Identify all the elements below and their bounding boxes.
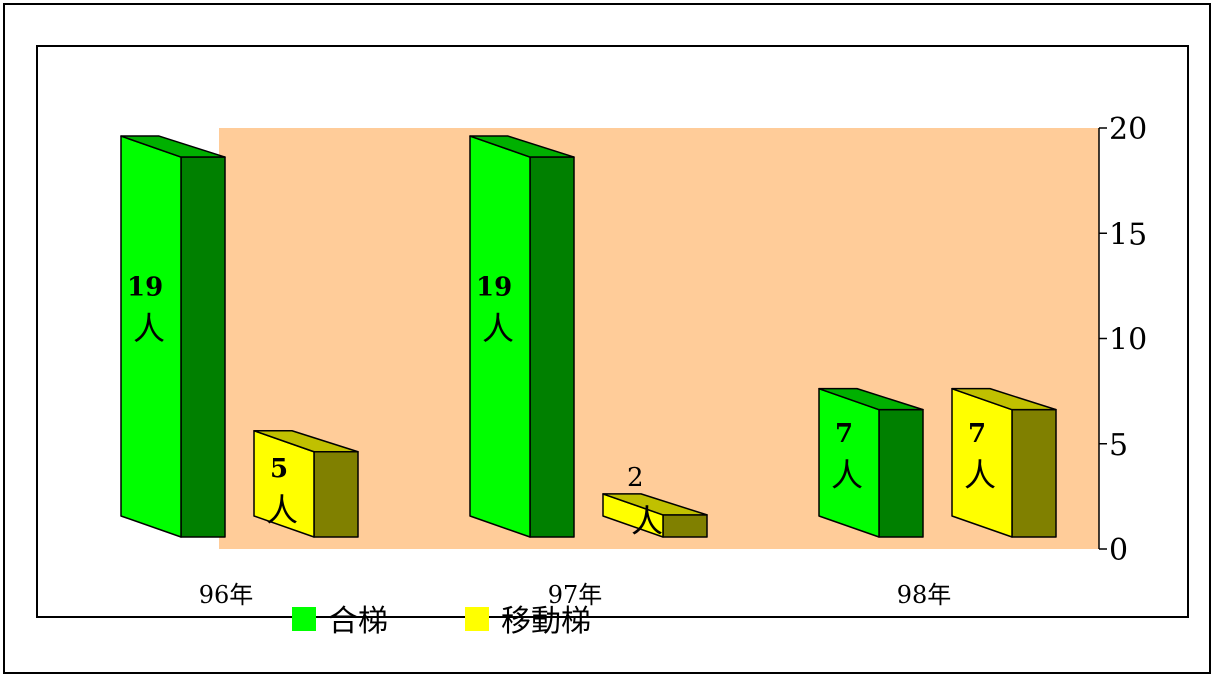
bar-side: [180, 156, 226, 538]
bar-s0-c1: 19 人: [469, 135, 575, 538]
data-label-unit: 人: [133, 310, 165, 348]
y-tick-label: 10: [1109, 323, 1147, 358]
bar-top: [469, 135, 575, 158]
y-tick-label: 0: [1109, 533, 1128, 568]
data-label-value: 2: [627, 463, 644, 493]
y-tick-label: 5: [1109, 428, 1128, 463]
bar-side: [662, 514, 708, 538]
bar-top: [120, 135, 226, 158]
bar-s0-c2: 7人: [818, 387, 924, 538]
data-label-value: 7: [835, 419, 853, 449]
legend-entry-1: 移動梯: [465, 604, 591, 639]
x-tick-label: 98年: [897, 581, 952, 609]
data-label-unit: 人: [631, 502, 663, 540]
x-axis: 96年 97年 98年: [199, 581, 952, 609]
data-label-unit: 人: [831, 456, 863, 494]
legend-swatch: [465, 607, 489, 631]
y-axis: 0 5 10 15 20: [1098, 112, 1147, 568]
bar-side: [313, 451, 359, 538]
data-label-value: 5: [270, 454, 288, 484]
legend-swatch: [292, 607, 316, 631]
data-label-value: 19: [476, 273, 512, 303]
y-tick-label: 15: [1109, 217, 1147, 252]
legend: 合梯 移動梯: [292, 604, 591, 639]
data-label-unit: 人: [266, 491, 298, 529]
data-label-value: 19: [127, 273, 163, 303]
data-label-value: 7: [968, 419, 986, 449]
bar-side: [878, 408, 924, 538]
bar-s1-c2: 7人: [951, 387, 1057, 538]
bar-top: [818, 387, 924, 411]
x-tick-label: 96年: [199, 581, 254, 609]
bar-top: [253, 430, 359, 453]
bar-s1-c1: 2人: [602, 463, 708, 540]
y-tick-label: 20: [1109, 112, 1147, 147]
data-label-unit: 人: [482, 310, 514, 348]
bar-side: [1011, 408, 1057, 538]
x-tick-label: 97年: [548, 581, 603, 609]
legend-label: 移動梯: [501, 604, 591, 639]
bar-s1-c0: 5人: [253, 430, 359, 538]
bar-top: [951, 387, 1057, 411]
data-label-unit: 人: [964, 456, 996, 494]
bar-s0-c0: 19 人: [120, 135, 226, 538]
bar-top: [602, 493, 708, 516]
legend-label: 合梯: [328, 604, 388, 639]
legend-entry-0: 合梯: [292, 604, 388, 639]
bar-side: [529, 156, 575, 538]
